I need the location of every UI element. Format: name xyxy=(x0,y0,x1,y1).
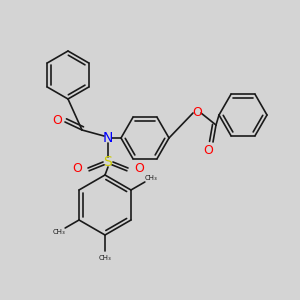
Text: CH₃: CH₃ xyxy=(99,255,111,261)
Text: O: O xyxy=(192,106,202,119)
Text: O: O xyxy=(134,161,144,175)
Text: N: N xyxy=(103,131,113,145)
Text: CH₃: CH₃ xyxy=(145,176,157,182)
Text: O: O xyxy=(72,161,82,175)
Text: S: S xyxy=(103,155,112,169)
Text: O: O xyxy=(52,113,62,127)
Text: CH₃: CH₃ xyxy=(53,229,65,235)
Text: O: O xyxy=(203,143,213,157)
